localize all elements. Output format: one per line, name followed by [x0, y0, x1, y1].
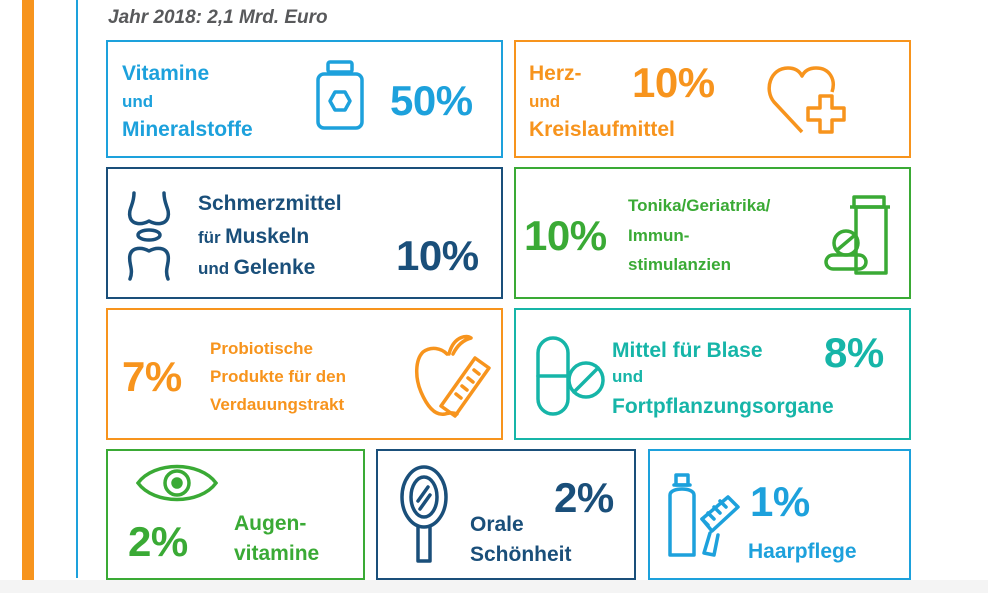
percentage-value: 8%: [824, 329, 884, 376]
card-label: Immun-: [628, 226, 690, 245]
percentage-value: 1%: [750, 478, 810, 525]
pill-bottle-icon: [822, 191, 902, 275]
card-label: Vitamine: [122, 62, 210, 85]
card-label: Produkte für den: [210, 367, 347, 386]
percentage-value: 50%: [390, 77, 473, 124]
card-label: Herz-: [529, 62, 582, 85]
card-schmerz: Schmerzmittel für Muskeln und Gelenke 10…: [106, 167, 503, 299]
percentage-value: 2%: [554, 474, 614, 521]
card-label: Mineralstoffe: [122, 118, 253, 141]
card-label: Schmerzmittel: [198, 192, 342, 215]
card-label: Kreislaufmittel: [529, 118, 675, 141]
percentage-value: 10%: [524, 212, 607, 259]
card-label: stimulanzien: [628, 255, 731, 274]
card-augen: 2% Augen- vitamine: [106, 449, 365, 580]
card-label: und: [612, 367, 644, 386]
card-tonika: 10% Tonika/Geriatrika/ Immun- stimulanzi…: [514, 167, 911, 299]
percentage-value: 7%: [122, 353, 182, 400]
card-label: für: [198, 228, 221, 247]
joint-icon: [124, 191, 174, 281]
card-label: Fortpflanzungsorgane: [612, 395, 834, 418]
card-label: Haarpflege: [748, 540, 857, 563]
card-label: und: [198, 259, 230, 278]
subtitle: Jahr 2018: 2,1 Mrd. Euro: [108, 7, 328, 28]
card-label-row: für Muskeln: [198, 226, 309, 247]
eye-icon: [136, 459, 218, 507]
card-vitamine: Vitamine und Mineralstoffe 50%: [106, 40, 503, 158]
card-label: Probiotische: [210, 339, 313, 358]
percentage-value: 10%: [396, 232, 479, 279]
card-label: Mittel für Blase: [612, 339, 763, 362]
card-haar: 1% Haarpflege: [648, 449, 911, 580]
percentage-value: 10%: [632, 59, 715, 106]
supplement-jar-icon: [314, 58, 366, 132]
card-label: Augen-: [234, 512, 307, 535]
card-herz: Herz- und Kreislaufmittel 10%: [514, 40, 911, 158]
card-label: Verdauungstrakt: [210, 395, 345, 414]
card-oral: 2% Orale Schönheit: [376, 449, 636, 580]
capsule-tablet-icon: [534, 336, 610, 418]
apple-measure-icon: [413, 332, 493, 420]
card-label: Muskeln: [225, 225, 310, 248]
accent-bar: [22, 0, 34, 593]
card-blase: Mittel für Blase und Fortpflanzungsorgan…: [514, 308, 911, 440]
card-label: und: [122, 92, 154, 111]
card-label-row: und Gelenke: [198, 257, 315, 278]
card-label: und: [529, 92, 561, 111]
card-probiotisch: 7% Probiotische Produkte für den Verdauu…: [106, 308, 503, 440]
percentage-value: 2%: [128, 518, 188, 565]
card-label: vitamine: [234, 542, 320, 565]
bottle-brush-icon: [662, 473, 742, 559]
card-label: Tonika/Geriatrika/: [628, 196, 771, 215]
divider-line: [76, 0, 78, 578]
card-label: Gelenke: [233, 256, 316, 279]
bottom-band: [0, 580, 988, 593]
card-label: Orale: [470, 513, 524, 536]
heart-cross-icon: [766, 62, 852, 138]
hand-mirror-icon: [398, 465, 450, 569]
card-label: Schönheit: [470, 543, 572, 566]
